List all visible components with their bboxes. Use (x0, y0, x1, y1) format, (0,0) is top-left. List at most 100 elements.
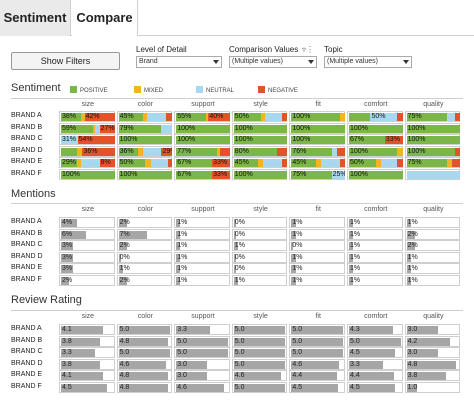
mentions-bar[interactable] (61, 242, 74, 251)
mentions-cell[interactable]: 1% (347, 240, 403, 252)
rating-cell[interactable]: 5.0 (289, 335, 345, 347)
sentiment-segment-positive[interactable]: 29% (61, 159, 77, 168)
rating-cell[interactable]: 4.5 (59, 382, 115, 393)
sentiment-segment-positive[interactable] (61, 147, 78, 156)
sentiment-cell[interactable]: 75% (404, 157, 461, 169)
mentions-cell[interactable]: 1% (231, 240, 288, 252)
level-of-detail-select[interactable]: Brand (136, 56, 222, 68)
sentiment-segment-positive[interactable]: 45% (291, 159, 316, 168)
sentiment-segment-mixed[interactable] (257, 159, 264, 168)
sentiment-segment-mixed[interactable] (217, 147, 221, 156)
mentions-cell[interactable]: 2% (116, 217, 173, 228)
mentions-bar[interactable] (233, 242, 238, 251)
rating-cell[interactable]: 4.5 (347, 382, 403, 393)
rating-bar[interactable] (233, 326, 286, 334)
comparison-values-select[interactable]: (Multiple values) (229, 56, 317, 68)
rating-cell[interactable]: 4.8 (116, 370, 173, 382)
rating-cell[interactable]: 3.3 (174, 324, 230, 335)
mentions-bar[interactable] (176, 230, 181, 239)
rating-bar[interactable] (406, 349, 438, 358)
rating-cell[interactable]: 3.0 (174, 358, 230, 370)
mentions-bar[interactable] (233, 265, 236, 274)
sentiment-cell[interactable]: 100% (231, 169, 288, 180)
sentiment-segment-positive[interactable]: 59% (61, 124, 93, 133)
mentions-cell[interactable]: 7% (116, 228, 173, 240)
mentions-cell[interactable]: 1% (289, 228, 345, 240)
sentiment-cell[interactable]: 45% (231, 157, 288, 169)
sentiment-segment-negative[interactable] (282, 113, 288, 121)
mentions-cell[interactable]: 2% (116, 240, 173, 252)
rating-bar[interactable] (118, 349, 171, 358)
rating-bar[interactable] (176, 384, 224, 392)
sentiment-segment-neutral[interactable] (332, 147, 338, 156)
sentiment-cell[interactable]: 100% (404, 122, 461, 134)
mentions-bar[interactable] (61, 219, 78, 227)
sentiment-cell[interactable]: 38% 42% (59, 111, 115, 122)
sentiment-segment-neutral[interactable]: 31% (61, 136, 78, 145)
rating-cell[interactable]: 5.0 (231, 358, 288, 370)
rating-cell[interactable]: 4.6 (174, 382, 230, 393)
sentiment-segment-positive[interactable]: 100% (233, 171, 288, 179)
rating-bar[interactable] (406, 384, 417, 392)
rating-bar[interactable] (233, 372, 282, 381)
sentiment-cell[interactable]: 79% (116, 122, 173, 134)
mentions-bar[interactable] (349, 219, 354, 227)
mentions-bar[interactable] (176, 219, 181, 227)
mentions-cell[interactable]: 0% (116, 251, 173, 263)
mentions-bar[interactable] (61, 265, 74, 274)
mentions-bar[interactable] (233, 219, 236, 227)
sentiment-segment-mixed[interactable] (375, 159, 382, 168)
sentiment-segment-positive[interactable]: 100% (291, 113, 340, 121)
mentions-bar[interactable] (61, 230, 86, 239)
sentiment-cell[interactable]: 31% 54% (59, 134, 115, 146)
sentiment-segment-mixed[interactable] (315, 159, 321, 168)
rating-cell[interactable]: 3.3 (59, 347, 115, 359)
mentions-cell[interactable]: 1% (289, 251, 345, 263)
sentiment-segment-positive[interactable]: 67% (176, 171, 213, 179)
sentiment-segment-positive[interactable]: 100% (349, 171, 403, 179)
sentiment-segment-neutral[interactable] (150, 159, 168, 168)
sentiment-segment-neutral[interactable] (147, 113, 166, 121)
sentiment-segment-neutral[interactable] (80, 159, 100, 168)
sentiment-segment-positive[interactable]: 36% (118, 147, 138, 156)
rating-bar[interactable] (176, 326, 211, 334)
sentiment-segment-positive[interactable]: 100% (406, 124, 461, 133)
sentiment-segment-mixed[interactable] (92, 124, 96, 133)
rating-bar[interactable] (291, 372, 337, 381)
mentions-cell[interactable]: 2% (404, 240, 461, 252)
sentiment-segment-neutral[interactable] (143, 147, 162, 156)
mentions-bar[interactable] (118, 265, 123, 274)
rating-bar[interactable] (291, 337, 343, 346)
sentiment-cell[interactable]: 55% 40% (174, 111, 230, 122)
mentions-bar[interactable] (349, 277, 354, 285)
mentions-cell[interactable]: 1% (174, 240, 230, 252)
mentions-cell[interactable]: 1% (289, 217, 345, 228)
sentiment-segment-mixed[interactable] (446, 159, 453, 168)
sentiment-segment-negative[interactable] (454, 147, 461, 156)
mentions-cell[interactable]: 1% (347, 217, 403, 228)
mentions-bar[interactable] (176, 253, 181, 262)
mentions-bar[interactable] (61, 253, 74, 262)
sentiment-segment-positive[interactable]: 100% (61, 171, 115, 179)
rating-bar[interactable] (349, 349, 396, 358)
sentiment-segment-neutral[interactable] (320, 159, 340, 168)
sentiment-cell[interactable]: 50% (347, 111, 403, 122)
sentiment-cell[interactable]: 67% 33% (174, 157, 230, 169)
sentiment-segment-negative[interactable] (454, 113, 461, 121)
rating-bar[interactable] (349, 372, 395, 381)
rating-cell[interactable]: 3.8 (59, 335, 115, 347)
sentiment-segment-neutral[interactable] (160, 124, 173, 133)
rating-cell[interactable]: 4.5 (289, 382, 345, 393)
sentiment-segment-positive[interactable]: 50% (233, 113, 261, 121)
sentiment-segment-neutral[interactable]: 50% (370, 113, 398, 121)
sentiment-cell[interactable]: 50% (347, 157, 403, 169)
mentions-bar[interactable] (291, 230, 296, 239)
sentiment-segment-positive[interactable]: 100% (406, 136, 461, 145)
mentions-bar[interactable] (406, 230, 415, 239)
rating-bar[interactable] (406, 360, 457, 369)
sentiment-cell[interactable]: 100% (347, 145, 403, 157)
mentions-cell[interactable]: 1% (174, 263, 230, 275)
rating-bar[interactable] (61, 337, 101, 346)
sentiment-segment-mixed[interactable] (397, 147, 403, 156)
mentions-bar[interactable] (291, 253, 296, 262)
